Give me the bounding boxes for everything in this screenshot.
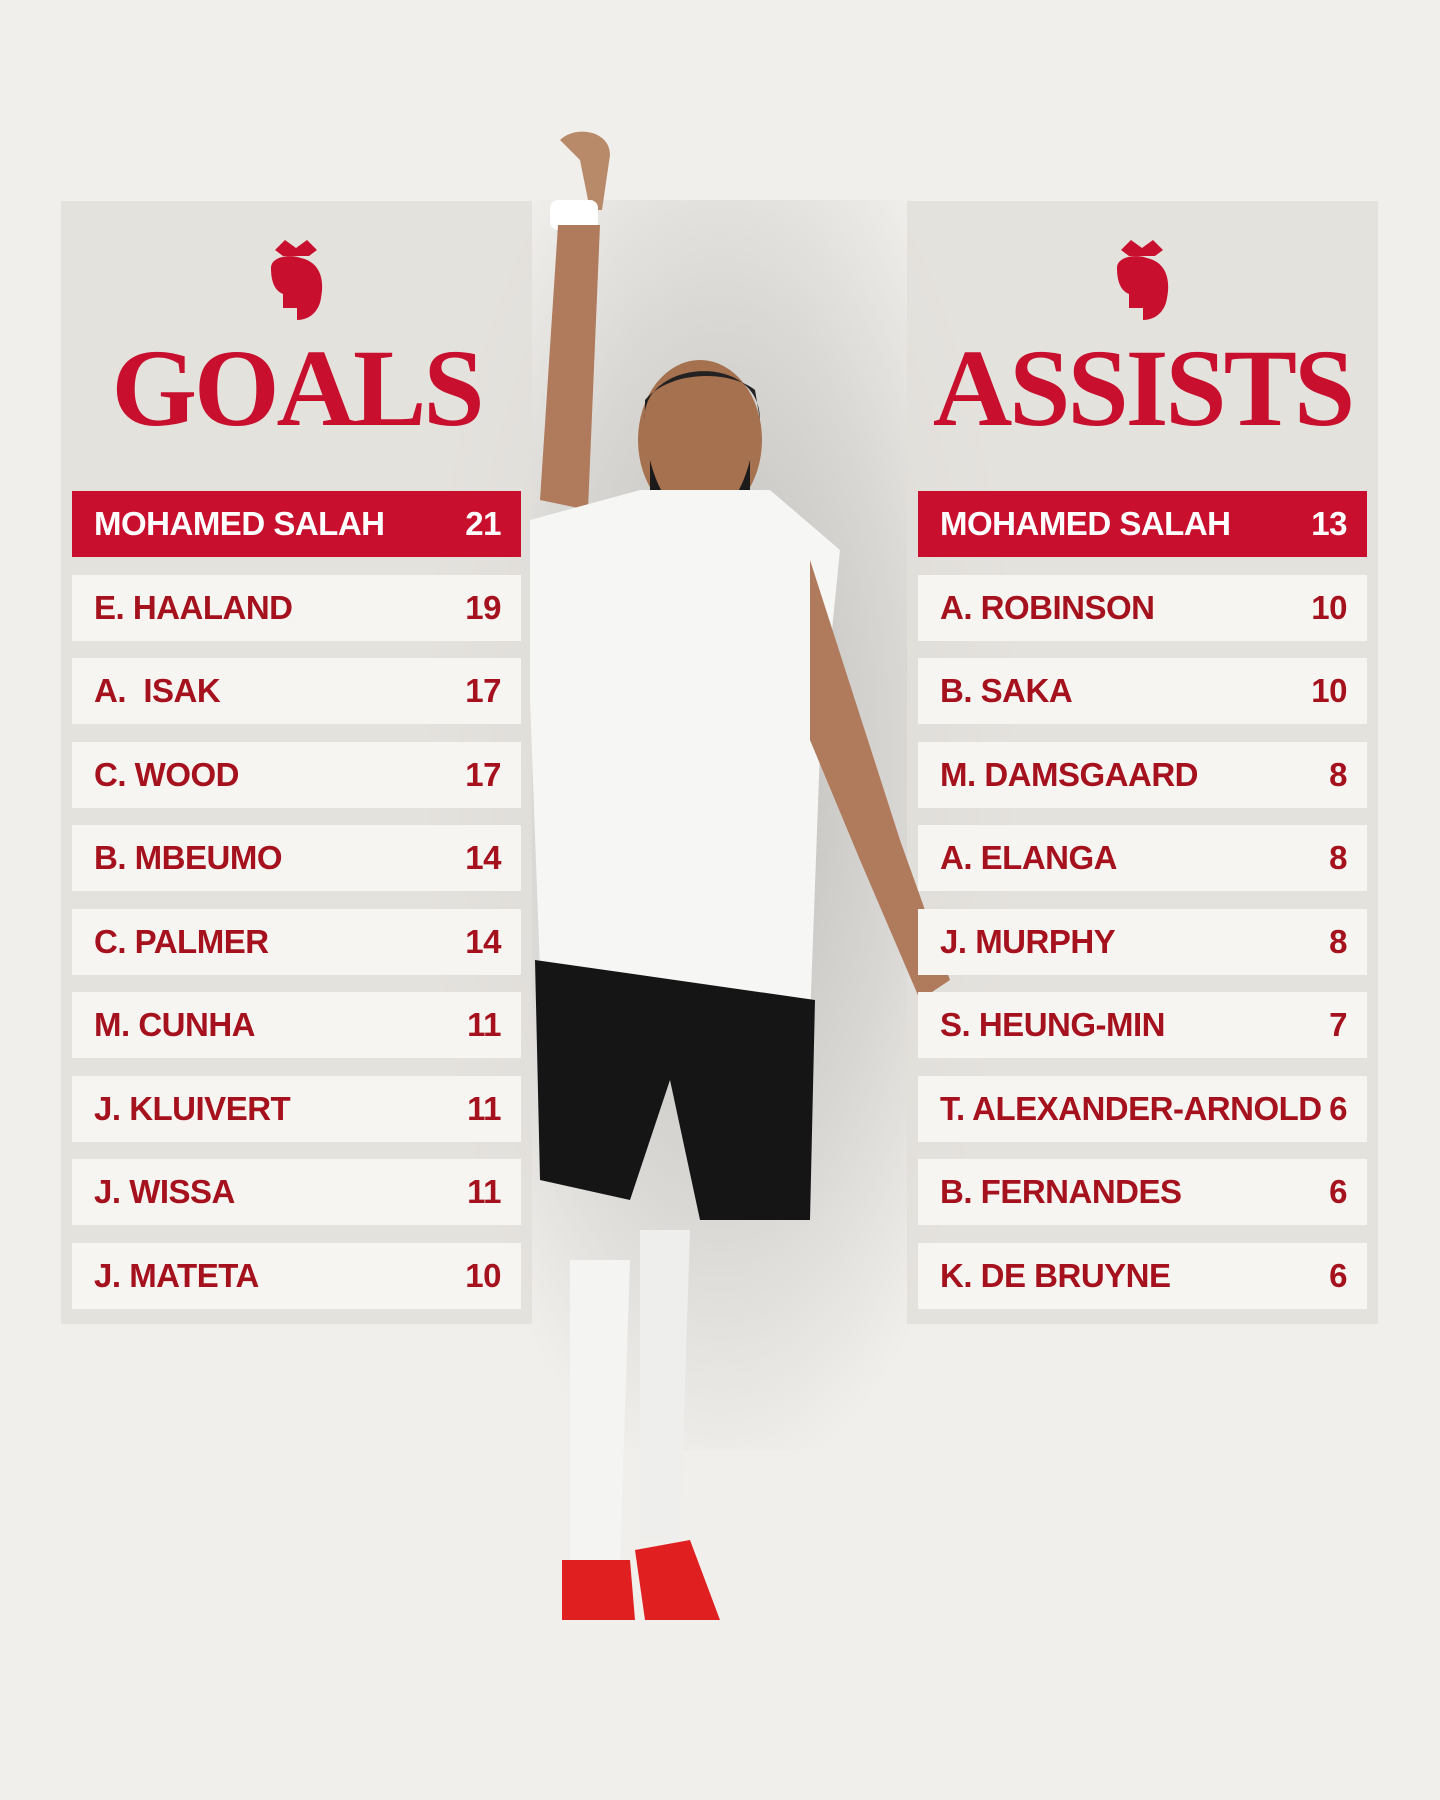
assists-title: ASSISTS [932,327,1355,449]
player-name: A. ELANGA [940,839,1118,876]
leaderboard-row: B. SAKA 10 [918,658,1367,724]
leaderboard-row: E. HAALAND 19 [72,574,521,641]
stat-value: 19 [465,588,501,626]
leaderboard-row: B. MBEUMO 14 [72,825,521,891]
stat-value: 6 [1329,1173,1347,1210]
leaderboard-row: C. PALMER 14 [72,908,521,975]
stat-value: 13 [1311,505,1347,542]
player-name: C. WOOD [94,755,239,793]
player-photo [530,131,950,1620]
leaderboard-row: S. HEUNG-MIN 7 [918,992,1367,1058]
player-name: B. FERNANDES [940,1173,1182,1210]
stat-value: 17 [465,672,501,709]
player-name: E. HAALAND [94,588,293,626]
player-name: J. MATETA [94,1256,259,1294]
stat-value: 10 [465,1256,501,1294]
player-name: S. HEUNG-MIN [940,1006,1166,1043]
leaderboard-row: MOHAMED SALAH 21 [72,491,521,557]
player-name: B. SAKA [940,672,1073,709]
stat-value: 7 [1329,1006,1347,1043]
leaderboard-row: A. ELANGA 8 [918,825,1367,891]
leaderboard-row: K. DE BRUYNE 6 [918,1242,1367,1309]
player-name: J. MURPHY [940,922,1116,960]
player-name: C. PALMER [94,922,269,960]
stat-value: 11 [467,1006,501,1043]
leaderboard-row: M. DAMSGAARD 8 [918,741,1367,808]
player-name: B. MBEUMO [94,839,283,876]
player-name: A. ROBINSON [940,588,1155,626]
league-logo [271,240,323,320]
player-name: M. DAMSGAARD [940,755,1198,793]
leaderboard-row: B. FERNANDES 6 [918,1159,1367,1225]
player-name: J. WISSA [94,1173,235,1210]
player-name: K. DE BRUYNE [940,1256,1171,1294]
stat-value: 11 [467,1173,501,1210]
goals-title: GOALS [111,327,484,449]
leaderboard-row: J. MATETA 10 [72,1242,521,1309]
stat-value: 21 [465,505,501,542]
stat-value: 11 [467,1089,501,1127]
player-name: MOHAMED SALAH [940,505,1231,542]
stat-value: 17 [465,755,501,793]
stat-value: 14 [465,839,501,876]
leaderboard-row: J. WISSA 11 [72,1159,521,1225]
leaderboard-row: MOHAMED SALAH 13 [918,491,1367,557]
leaderboard-row: C. WOOD 17 [72,741,521,808]
stat-value: 10 [1311,672,1347,709]
player-name: A. ISAK [94,672,221,709]
leaderboard-row: J. KLUIVERT 11 [72,1075,521,1142]
league-logo [1117,240,1169,320]
player-name: T. ALEXANDER-ARNOLD [940,1089,1322,1127]
leaderboard-row: M. CUNHA 11 [72,992,521,1058]
player-name: MOHAMED SALAH [94,505,385,542]
player-name: M. CUNHA [94,1006,255,1043]
stat-value: 6 [1329,1089,1347,1127]
leaderboard-row: A. ROBINSON 10 [918,574,1367,641]
player-name: J. KLUIVERT [94,1089,291,1127]
stat-value: 8 [1329,755,1347,793]
stat-value: 8 [1329,839,1347,876]
stat-value: 14 [465,922,501,960]
leaderboard-row: T. ALEXANDER-ARNOLD 6 [918,1075,1367,1142]
leaderboard-row: A. ISAK 17 [72,658,521,724]
leaderboard-row: J. MURPHY 8 [918,908,1367,975]
stat-value: 10 [1311,588,1347,626]
stat-value: 8 [1329,922,1347,960]
stat-value: 6 [1329,1256,1347,1294]
